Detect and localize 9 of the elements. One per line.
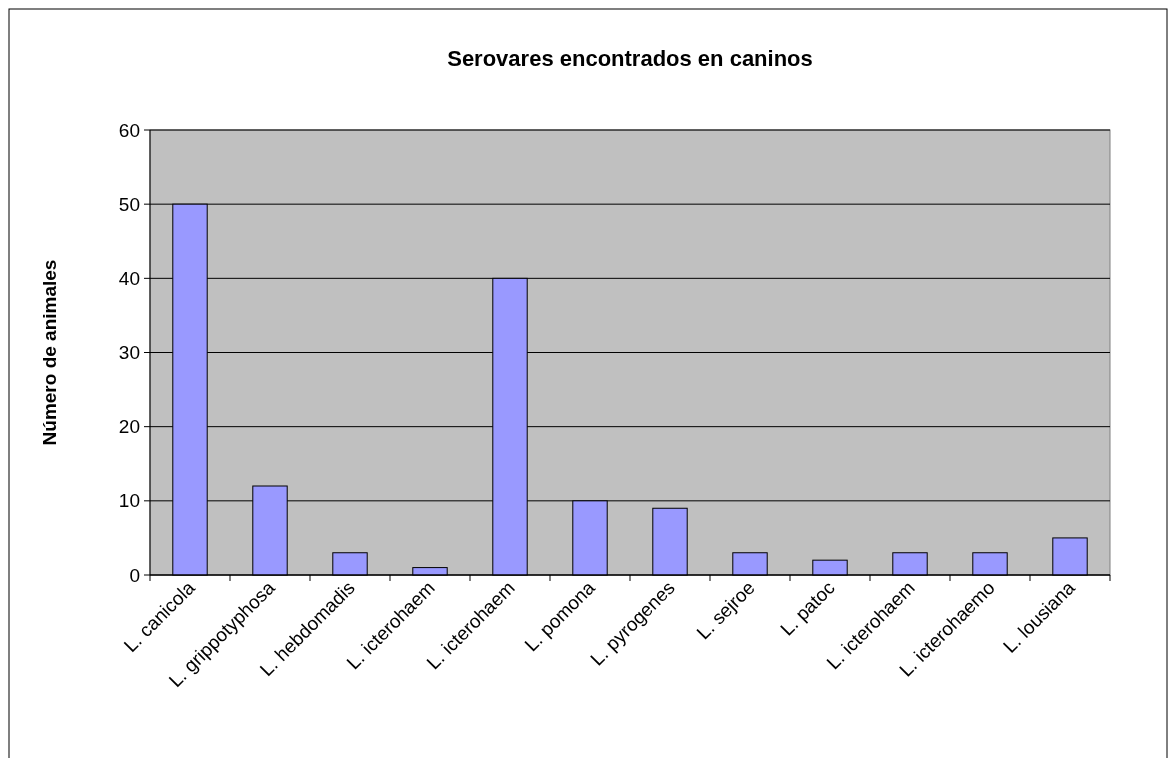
y-tick-label: 40 <box>118 267 140 289</box>
y-tick-label: 60 <box>118 119 140 141</box>
y-tick-label: 0 <box>129 564 140 586</box>
y-axis-title: Número de animales <box>39 259 60 446</box>
y-tick-label: 50 <box>118 193 140 215</box>
y-tick-label: 30 <box>118 342 140 364</box>
y-tick-label: 10 <box>118 490 140 512</box>
chart-title: Serovares encontrados en caninos <box>447 46 813 71</box>
y-tick-label: 20 <box>118 416 140 438</box>
